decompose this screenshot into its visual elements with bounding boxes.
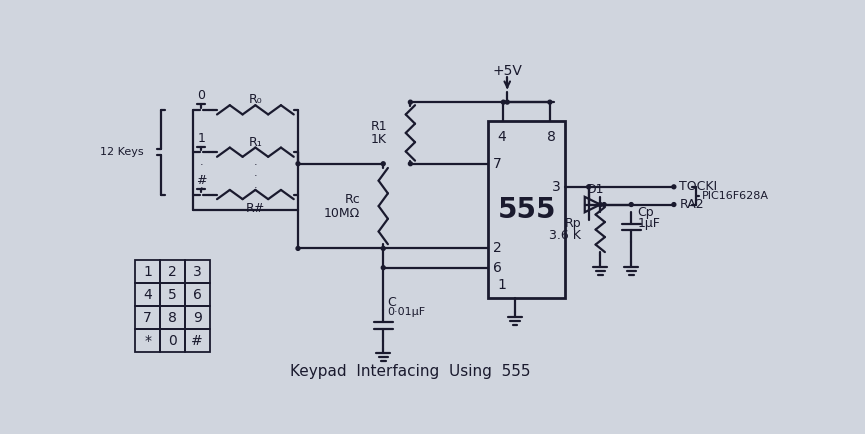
Text: R₀: R₀ bbox=[248, 93, 262, 106]
Bar bbox=[185, 260, 209, 283]
Circle shape bbox=[296, 162, 300, 166]
Circle shape bbox=[381, 266, 385, 270]
Text: 7: 7 bbox=[493, 157, 502, 171]
Bar bbox=[185, 306, 209, 329]
Text: #: # bbox=[191, 334, 203, 348]
Bar bbox=[185, 283, 209, 306]
Text: 12 Keys: 12 Keys bbox=[100, 147, 144, 157]
Text: TOCKI: TOCKI bbox=[679, 181, 717, 193]
Text: 6: 6 bbox=[193, 288, 202, 302]
Bar bbox=[488, 122, 566, 299]
Text: 3.6 K: 3.6 K bbox=[549, 229, 581, 242]
Circle shape bbox=[408, 162, 413, 166]
Text: Keypad  Interfacing  Using  555: Keypad Interfacing Using 555 bbox=[290, 364, 530, 379]
Text: 2: 2 bbox=[168, 265, 176, 279]
Circle shape bbox=[630, 203, 633, 207]
Circle shape bbox=[548, 100, 552, 104]
Bar bbox=[135, 306, 160, 329]
Text: C: C bbox=[388, 296, 396, 309]
Text: 1: 1 bbox=[197, 132, 205, 145]
Text: 3: 3 bbox=[193, 265, 202, 279]
Text: 4: 4 bbox=[144, 288, 152, 302]
Text: R1: R1 bbox=[370, 120, 388, 133]
Bar bbox=[160, 329, 185, 352]
Text: 1: 1 bbox=[144, 265, 152, 279]
Bar bbox=[160, 283, 185, 306]
Bar bbox=[160, 306, 185, 329]
Text: Rc: Rc bbox=[344, 194, 360, 207]
Text: 4: 4 bbox=[497, 130, 506, 144]
Text: 7: 7 bbox=[144, 311, 152, 325]
Text: 0: 0 bbox=[168, 334, 176, 348]
Text: 2: 2 bbox=[493, 241, 502, 256]
Circle shape bbox=[672, 185, 676, 189]
Text: 1K: 1K bbox=[371, 133, 388, 145]
Circle shape bbox=[381, 162, 385, 166]
Text: 1μF: 1μF bbox=[638, 217, 660, 230]
Circle shape bbox=[296, 247, 300, 250]
Text: RA2: RA2 bbox=[679, 198, 704, 211]
Text: R₁: R₁ bbox=[248, 136, 262, 149]
Circle shape bbox=[586, 185, 591, 189]
Text: #: # bbox=[195, 174, 207, 187]
Circle shape bbox=[602, 203, 606, 207]
Text: 555: 555 bbox=[497, 196, 556, 224]
Bar bbox=[135, 260, 160, 283]
Circle shape bbox=[505, 100, 509, 104]
Text: 0·01μF: 0·01μF bbox=[388, 306, 426, 316]
Text: Rp: Rp bbox=[564, 217, 581, 230]
Text: R#: R# bbox=[246, 202, 265, 215]
Text: Cp: Cp bbox=[638, 206, 654, 219]
Text: 1: 1 bbox=[497, 278, 506, 292]
Bar bbox=[135, 283, 160, 306]
Circle shape bbox=[381, 247, 385, 250]
Text: *: * bbox=[144, 334, 151, 348]
Text: 8: 8 bbox=[168, 311, 176, 325]
Text: 8: 8 bbox=[547, 130, 556, 144]
Text: +5V: +5V bbox=[492, 64, 522, 78]
Circle shape bbox=[672, 203, 676, 207]
Text: 9: 9 bbox=[193, 311, 202, 325]
Text: 0: 0 bbox=[197, 89, 205, 102]
Circle shape bbox=[502, 100, 505, 104]
Text: PIC16F628A: PIC16F628A bbox=[702, 191, 769, 201]
Text: 3: 3 bbox=[552, 180, 561, 194]
Text: D1: D1 bbox=[587, 183, 605, 196]
Bar bbox=[135, 329, 160, 352]
Text: 5: 5 bbox=[168, 288, 176, 302]
Text: .
.
.: . . . bbox=[253, 157, 257, 190]
Text: 10MΩ: 10MΩ bbox=[324, 207, 360, 220]
Bar bbox=[185, 329, 209, 352]
Bar bbox=[160, 260, 185, 283]
Circle shape bbox=[599, 203, 602, 207]
Text: .
.
.: . . . bbox=[199, 157, 203, 190]
Text: 6: 6 bbox=[493, 261, 502, 275]
Circle shape bbox=[408, 100, 413, 104]
